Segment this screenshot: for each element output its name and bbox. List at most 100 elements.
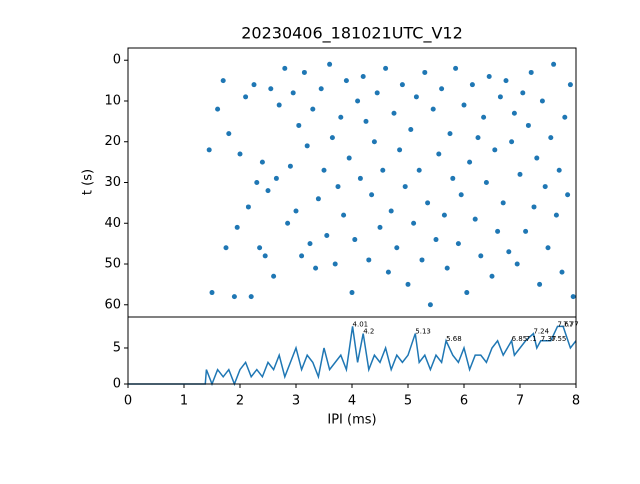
point [321,167,327,173]
peak-label: 7.1 [526,335,537,343]
point [215,106,221,112]
point [411,220,417,226]
point [271,273,277,279]
point [206,147,212,153]
point [559,269,565,275]
point [436,151,442,157]
point [467,159,473,165]
point [402,184,408,190]
point [301,69,307,75]
point [520,90,526,96]
point [357,175,363,181]
point [455,241,461,247]
histogram-line [128,325,577,387]
point [475,135,481,141]
point [528,69,534,75]
y-tick-label: 40 [104,216,121,231]
point [388,208,394,214]
point [315,196,321,202]
point [534,155,540,161]
point [377,224,383,230]
x-tick-label: 3 [292,394,300,409]
point [464,290,470,296]
point [363,118,369,124]
point [374,90,380,96]
point [450,175,456,181]
point [472,216,478,222]
point [268,86,274,92]
point [341,212,347,218]
point [251,82,257,88]
point [419,257,425,263]
point [332,261,338,267]
point [360,74,366,80]
point [427,302,433,308]
point [226,131,232,137]
point [397,147,403,153]
point [556,167,562,173]
peak-label: 4.2 [363,328,374,336]
point [478,253,484,259]
point [430,106,436,112]
point [335,184,341,190]
peak-label: 7.24 [533,328,549,336]
y-axis-label: t (s) [81,169,96,195]
point [517,171,523,177]
x-tick-label: 0 [124,394,132,409]
point [231,294,237,300]
y-tick-label: 30 [104,175,121,190]
point [223,245,229,251]
point [497,94,503,100]
peak-label: 7.55 [551,335,567,343]
point [399,82,405,88]
point [551,61,557,67]
point [391,110,397,116]
point [307,241,313,247]
point [495,228,501,234]
point [366,257,372,263]
x-tick-label: 1 [180,394,188,409]
point [439,86,445,92]
point [209,290,215,296]
point [237,151,243,157]
point [408,127,414,133]
y-tick-label: 0 [113,377,121,392]
point [254,180,260,185]
point [469,82,475,88]
point [355,98,361,104]
point [293,208,299,214]
point [296,122,302,128]
point [531,204,537,210]
point [310,106,316,112]
point [422,69,428,75]
point [416,167,422,173]
point [453,65,459,71]
point [265,188,271,194]
point [383,65,389,71]
point [349,290,355,296]
point [299,253,305,259]
point [262,253,268,259]
point [324,232,330,238]
point [481,114,487,120]
y-tick-label: 0 [113,53,121,68]
point [346,155,352,161]
point [553,212,559,218]
x-tick-label: 7 [516,394,524,409]
point [245,204,251,210]
point [433,237,439,243]
y-tick-label: 60 [104,297,121,312]
peak-label: 5.68 [446,335,462,343]
axes-frame [127,316,577,385]
point [570,294,576,300]
point [243,94,249,100]
point [259,159,265,165]
point [486,74,492,80]
point [273,175,279,181]
point [565,192,571,198]
peak-label: 5.13 [415,328,431,336]
point [545,245,551,251]
peak-label: 7.37 [541,335,557,343]
point [523,228,529,234]
point [405,281,411,287]
